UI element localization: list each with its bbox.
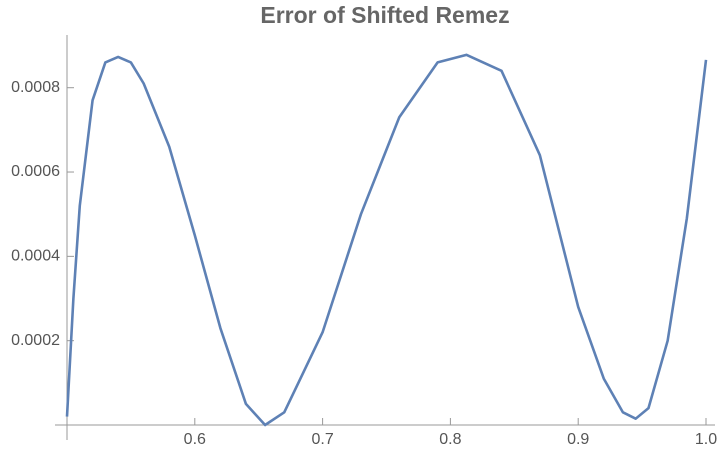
y-tick-label: 0.0006 <box>11 163 60 180</box>
line-series <box>65 53 708 427</box>
x-tick-label: 0.6 <box>184 431 206 448</box>
x-tick-label: 0.9 <box>567 431 589 448</box>
y-tick-label: 0.0002 <box>11 332 60 349</box>
x-tick-label: 0.7 <box>311 431 333 448</box>
y-tick-label: 0.0004 <box>11 248 60 265</box>
chart-title: Error of Shifted Remez <box>260 2 509 28</box>
x-tick-label: 1.0 <box>695 431 717 448</box>
y-tick-label: 0.0008 <box>11 79 60 96</box>
x-tick-label: 0.8 <box>439 431 461 448</box>
